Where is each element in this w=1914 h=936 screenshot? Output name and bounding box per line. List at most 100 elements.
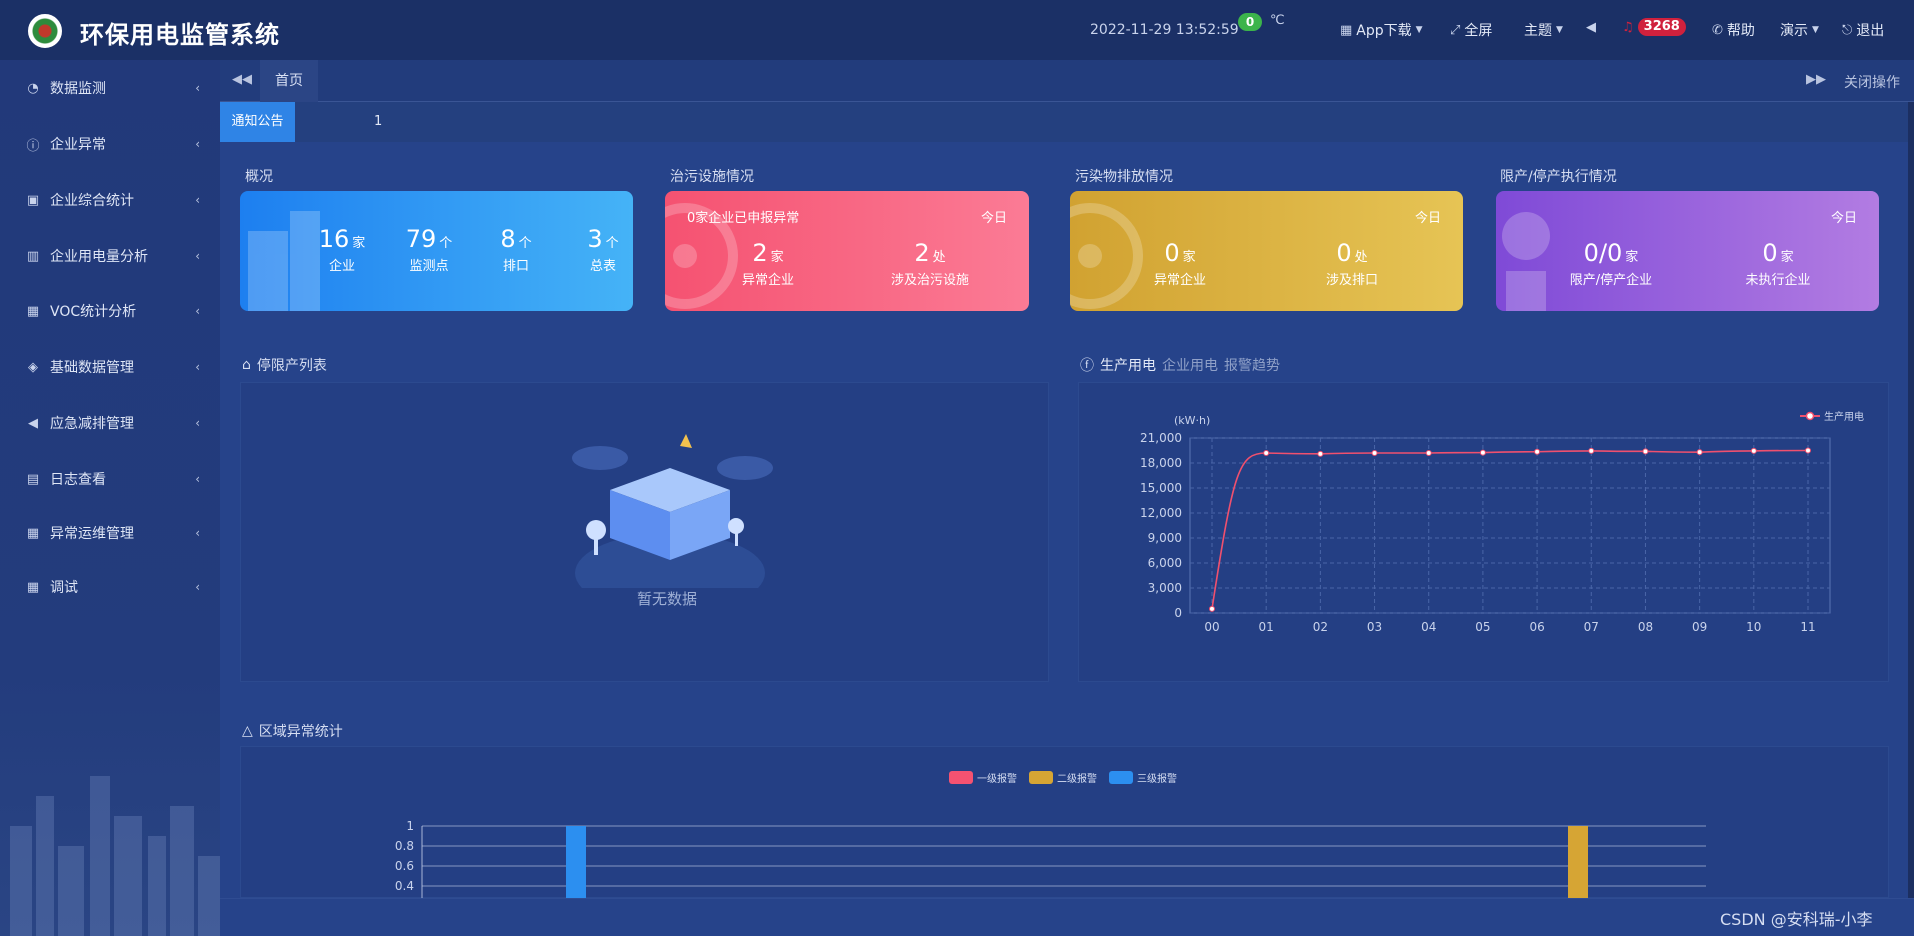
sidebar-item-enterprise-stats[interactable]: ▣ 企业综合统计 ‹: [0, 180, 220, 220]
layers-icon: ◈: [28, 359, 38, 375]
data-point: [1425, 450, 1432, 456]
region-title: △ 区域异常统计: [242, 723, 343, 740]
data-point: [1696, 449, 1703, 456]
restriction-title: 限产/停产执行情况: [1500, 169, 1617, 185]
legend-level1[interactable]: 一级报警: [949, 770, 1017, 785]
x-tick-label: 09: [1692, 620, 1707, 634]
chevron-left-icon: ‹: [195, 137, 200, 151]
region-bar-chart: 1 0.8 0.6 0.4: [395, 819, 1706, 898]
data-point: [1263, 450, 1270, 456]
tab-enterprise-power[interactable]: 企业用电: [1162, 358, 1218, 374]
sidebar-item-data-monitor[interactable]: ◔ 数据监测 ‹: [0, 68, 220, 108]
logout-label: 退出: [1856, 23, 1885, 39]
csdn-watermark: CSDN @安科瑞-小李: [1720, 910, 1873, 929]
y-tick-label: 0.6: [395, 859, 414, 873]
alarm-bell-button[interactable]: ♫ 3268: [1622, 18, 1686, 36]
logout-button[interactable]: ⎋ 退出: [1842, 20, 1884, 40]
empty-data-text: 暂无数据: [637, 590, 698, 608]
emission-title: 污染物排放情况: [1075, 169, 1173, 185]
lightning-icon: ⓕ: [1080, 358, 1094, 374]
notice-label: 通知公告: [220, 102, 295, 142]
data-point: [1642, 448, 1649, 455]
radiation-icon: [665, 203, 738, 309]
notice-marquee-text: 1: [374, 114, 383, 129]
chevron-left-icon: ‹: [195, 526, 200, 540]
facility-today-label: 今日: [980, 211, 1007, 226]
calendar-icon: ▦: [26, 525, 40, 541]
x-tick-label: 04: [1421, 620, 1436, 634]
calendar-icon: ▦: [26, 579, 40, 595]
caret-left-icon: ◀: [1586, 20, 1596, 35]
phone-icon: ✆: [1712, 22, 1723, 38]
sidebar-item-label: 应急减排管理: [50, 416, 134, 432]
x-tick-label: 00: [1204, 620, 1219, 634]
tab-home[interactable]: 首页: [260, 60, 318, 102]
tab-production-power[interactable]: 生产用电: [1100, 358, 1156, 374]
y-tick-label: 0.4: [395, 879, 414, 893]
sidebar: ◔ 数据监测 ‹ ⓘ 企业异常 ‹ ▣ 企业综合统计 ‹ ▥ 企业用电量分析 ‹…: [0, 60, 220, 936]
caret-down-icon: ▼: [1556, 25, 1563, 35]
top-header: 环保用电监管系统 2022-11-29 13:52:59 0 ℃ ▦ App下载…: [0, 0, 1914, 60]
alarm-count-badge: 3268: [1637, 18, 1686, 36]
sidebar-item-label: 数据监测: [50, 81, 106, 97]
x-tick-label: 03: [1367, 620, 1382, 634]
sidebar-item-base-data[interactable]: ◈ 基础数据管理 ‹: [0, 347, 220, 387]
close-operations-button[interactable]: 关闭操作: [1844, 75, 1900, 91]
bottom-strip: [220, 898, 1914, 936]
x-tick-label: 10: [1746, 620, 1761, 634]
legend-level2[interactable]: 二级报警: [1029, 770, 1097, 785]
sidebar-item-voc-analysis[interactable]: ▦ VOC统计分析 ‹: [0, 291, 220, 331]
overview-stat-enterprises: 16 家 企业: [318, 225, 366, 274]
sidebar-item-label: 企业用电量分析: [50, 249, 148, 265]
expand-icon: ⤢: [1450, 22, 1461, 38]
alert-circle-icon: ⓘ: [26, 138, 40, 154]
help-button[interactable]: ✆ 帮助: [1712, 20, 1755, 40]
sidebar-item-logs[interactable]: ▤ 日志查看 ‹: [0, 459, 220, 499]
content-scrollbar[interactable]: [1908, 102, 1914, 898]
sidebar-item-label: 异常运维管理: [50, 526, 134, 542]
tab-alarm-trend[interactable]: 报警趋势: [1224, 358, 1280, 374]
sidebar-item-enterprise-abnormal[interactable]: ⓘ 企业异常 ‹: [0, 124, 220, 164]
legend-level3[interactable]: 三级报警: [1109, 770, 1177, 785]
sidebar-item-debug[interactable]: ▦ 调试 ‹: [0, 567, 220, 607]
sidebar-item-label: 企业综合统计: [50, 193, 134, 209]
worker-icon: [1502, 212, 1550, 311]
x-tick-label: 01: [1259, 620, 1274, 634]
empty-box-illustration: [572, 434, 773, 588]
y-tick-label: 0.8: [395, 839, 414, 853]
data-point: [1479, 449, 1486, 456]
tabs-scroll-left-icon[interactable]: ◀◀: [232, 72, 252, 87]
megaphone-icon: ◀: [28, 415, 38, 431]
fullscreen-button[interactable]: ⤢ 全屏: [1450, 20, 1492, 40]
power-tabs: ⓕ 生产用电 企业用电 报警趋势: [1080, 355, 1280, 375]
stats-icon: ▣: [26, 192, 40, 208]
chevron-left-icon: ‹: [195, 249, 200, 263]
sidebar-item-label: 企业异常: [50, 137, 106, 153]
chart-legend: 生产用电: [1800, 410, 1864, 423]
monitor-icon: ◔: [27, 80, 39, 96]
caret-down-icon: ▼: [1415, 25, 1423, 35]
sidebar-item-label: VOC统计分析: [50, 304, 137, 320]
app-logo: [28, 14, 62, 48]
sidebar-item-maintenance[interactable]: ▦ 异常运维管理 ‹: [0, 513, 220, 553]
demo-menu[interactable]: 演示 ▼: [1780, 20, 1819, 40]
chevron-left-icon: ‹: [195, 416, 200, 430]
chevron-left-icon: ‹: [195, 472, 200, 486]
chevron-left-icon: ‹: [195, 580, 200, 594]
facility-title: 治污设施情况: [670, 169, 754, 185]
y-tick-label: 6,000: [1148, 556, 1182, 570]
data-point: [1209, 605, 1215, 612]
emission-today-label: 今日: [1414, 211, 1441, 226]
theme-menu[interactable]: 主题 ▼: [1524, 20, 1563, 40]
tabs-scroll-right-icon[interactable]: ▶▶: [1806, 72, 1826, 87]
app-title: 环保用电监管系统: [80, 21, 280, 49]
region-chart-panel: [240, 746, 1889, 898]
sidebar-item-power-analysis[interactable]: ▥ 企业用电量分析 ‹: [0, 236, 220, 276]
app-download-menu[interactable]: ▦ App下载 ▼: [1340, 20, 1423, 40]
sidebar-item-emergency[interactable]: ◀ 应急减排管理 ‹: [0, 403, 220, 443]
collapse-arrow-button[interactable]: ◀: [1586, 20, 1596, 35]
y-tick-label: 3,000: [1148, 581, 1182, 595]
